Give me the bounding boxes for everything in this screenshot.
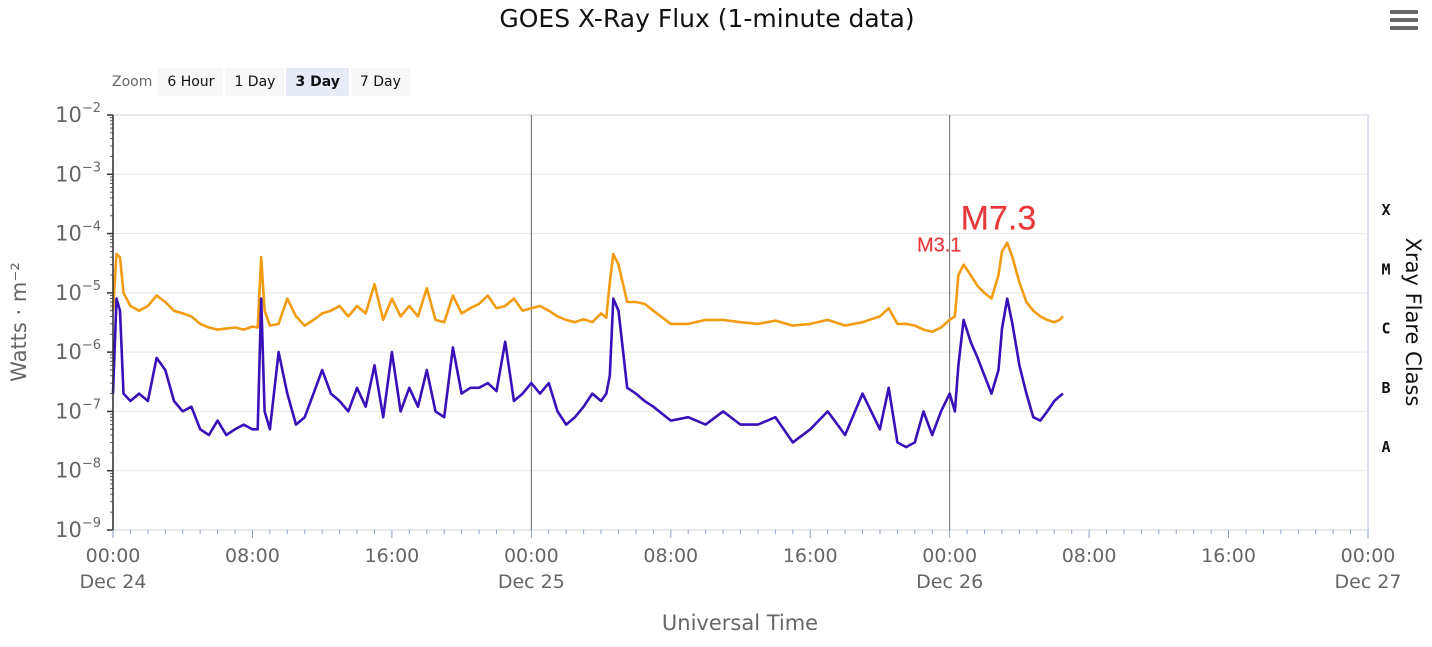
- hamburger-menu-icon[interactable]: [1390, 10, 1418, 34]
- right-axis-title: Xray Flare Class: [1401, 238, 1425, 407]
- x-tick-date-label: Dec 25: [498, 571, 565, 593]
- x-tick-label: 16:00: [783, 545, 838, 567]
- zoom-7-day-button[interactable]: 7 Day: [350, 68, 410, 96]
- flare-class-label: M: [1381, 260, 1390, 278]
- y-tick-label: 10−9: [55, 516, 101, 542]
- y-tick-label: 10−7: [55, 397, 101, 423]
- flare-class-label: A: [1381, 438, 1390, 456]
- y-tick-label: 10−4: [55, 220, 101, 246]
- x-tick-date-label: Dec 27: [1335, 571, 1402, 593]
- x-tick-label: 00:00: [504, 545, 559, 567]
- axes: 10−2 10−3 10−4 10−5 10−6 10−7 10−8 10−9 00:00 Dec…: [55, 101, 1401, 593]
- zoom-bar: Zoom 6 Hour 1 Day 3 Day 7 Day: [112, 66, 412, 98]
- zoom-3-day-button[interactable]: 3 Day: [286, 68, 349, 96]
- series-line-long: [111, 241, 1064, 334]
- y-tick-label: 10−3: [55, 160, 101, 186]
- flare-class-label: B: [1381, 379, 1390, 397]
- chart-title: GOES X-Ray Flux (1-minute data): [499, 4, 915, 33]
- x-tick-label: 08:00: [643, 545, 698, 567]
- x-tick-label: 08:00: [225, 545, 280, 567]
- x-tick-label: 00:00: [1341, 545, 1396, 567]
- zoom-1-day-button[interactable]: 1 Day: [225, 68, 285, 96]
- x-tick-date-label: Dec 26: [916, 571, 983, 593]
- series-line-short: [111, 297, 1064, 449]
- x-tick-date-label: Dec 24: [80, 571, 147, 593]
- flare-class-label: X: [1381, 201, 1390, 219]
- series-lines: [111, 241, 1064, 449]
- y-tick-label: 10−8: [55, 457, 101, 483]
- zoom-6-hour-button[interactable]: 6 Hour: [158, 68, 224, 96]
- x-tick-label: 16:00: [1201, 545, 1256, 567]
- flare-annotation-label: M7.3: [961, 200, 1037, 238]
- y-tick-label: 10−6: [55, 338, 101, 364]
- annotations: M3.1M7.3: [917, 199, 1037, 257]
- x-tick-label: 00:00: [922, 545, 977, 567]
- x-tick-label: 16:00: [365, 545, 420, 567]
- y-tick-label: 10−2: [55, 101, 101, 127]
- x-axis-title: Universal Time: [662, 611, 818, 635]
- y-axis-title: Watts · m⁻²: [7, 262, 31, 382]
- flare-class-label: C: [1381, 320, 1390, 338]
- x-tick-label: 08:00: [1062, 545, 1117, 567]
- x-tick-label: 00:00: [86, 545, 141, 567]
- zoom-label: Zoom: [112, 74, 153, 90]
- flare-annotation-label: M3.1: [917, 235, 961, 257]
- y-tick-label: 10−5: [55, 279, 101, 305]
